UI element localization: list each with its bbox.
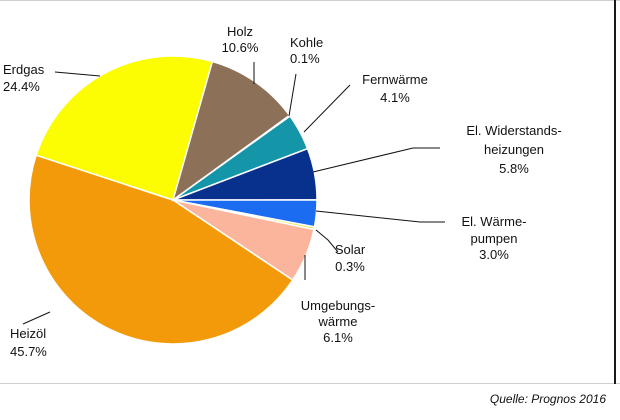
label-widerstand-line1: El. Widerstands- <box>466 123 561 138</box>
label-umgebung-line2: wärme <box>317 314 357 329</box>
pie-slice-erdgas <box>35 55 214 201</box>
label-waermepumpe-line2: pumpen <box>471 231 518 246</box>
label-heizoel-name: Heizöl <box>10 326 46 341</box>
leader-heizoel <box>22 311 51 325</box>
leader-waermepumpe <box>315 210 445 223</box>
label-kohle-value: 0.1% <box>290 51 320 66</box>
leader-solar <box>315 229 339 253</box>
label-holz-name: Holz <box>227 24 253 39</box>
source-note: Quelle: Prognos 2016 <box>489 392 606 406</box>
label-heizoel-value: 45.7% <box>10 344 47 359</box>
label-widerstand-value: 5.8% <box>499 161 529 176</box>
pie-slice-heizöl <box>28 154 294 345</box>
label-fernwaerme-name: Fernwärme <box>362 72 428 87</box>
leader-kohle <box>288 73 297 117</box>
label-fernwaerme-value: 4.1% <box>380 90 410 105</box>
label-solar-value: 0.3% <box>335 259 365 274</box>
label-kohle-name: Kohle <box>290 35 323 50</box>
label-widerstand-line2: heizungen <box>484 142 544 157</box>
leader-lines <box>22 62 445 325</box>
pie-slice-holz <box>171 60 291 202</box>
label-erdgas-name: Erdgas <box>3 62 45 77</box>
label-solar-name: Solar <box>335 242 366 257</box>
panel-edge <box>614 0 616 384</box>
label-holz-value: 10.6% <box>222 40 259 55</box>
label-umgebung-line1: Umgebungs- <box>301 298 375 313</box>
label-waermepumpe-value: 3.0% <box>479 247 509 262</box>
label-waermepumpe-line1: El. Wärme- <box>462 214 527 229</box>
leader-widerstand <box>312 147 440 173</box>
pie-slices <box>28 55 318 345</box>
leader-fernwaerme <box>303 84 351 133</box>
leader-erdgas <box>54 71 101 77</box>
label-umgebung-value: 6.1% <box>323 330 353 345</box>
label-erdgas-value: 24.4% <box>3 79 40 94</box>
